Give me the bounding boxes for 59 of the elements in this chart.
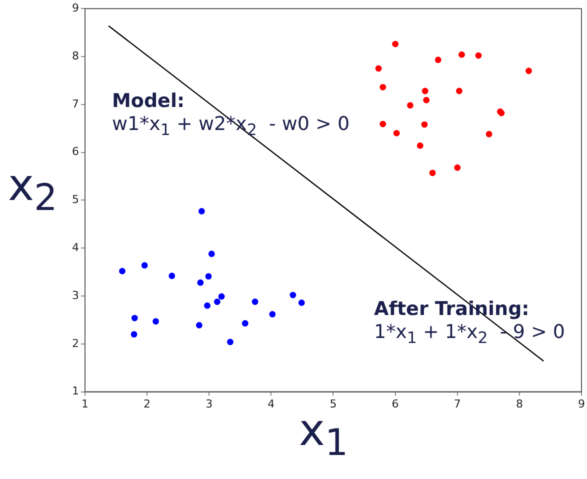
point [141,262,148,269]
point [393,130,400,136]
y-tick-label: 4 [72,240,79,254]
point [227,338,234,346]
point [208,250,215,258]
point [375,65,382,72]
point [416,142,424,149]
annotation: 1*x$_{1}$ + 1*x$_{2}$ - 9 > 0 [374,321,565,347]
y-tick-label: 7 [72,97,79,110]
point [197,279,204,286]
point [407,102,414,109]
y-tick-label: 8 [72,49,79,62]
point [298,300,305,306]
x-tick-label: 2 [144,397,151,410]
point [168,272,176,280]
point [475,52,482,59]
point [242,320,248,327]
point [130,331,138,338]
point [380,120,386,128]
x-tick-label: 1 [82,397,88,410]
y-tick-label: 6 [72,145,79,158]
point [486,130,492,138]
point [456,88,462,94]
y-tick-label: 2 [72,336,79,350]
point [204,302,210,309]
point [423,96,430,104]
x-tick-label: 8 [516,397,523,410]
point [218,293,225,300]
y-tick-label: 1 [72,384,79,398]
point [526,68,532,74]
y-tick-label: 3 [72,288,79,302]
point [422,88,428,94]
point [214,298,220,305]
y-tick-label: 9 [72,1,79,14]
point [454,164,461,171]
point [119,268,126,274]
x-tick-label: 7 [454,397,461,410]
point [392,40,399,48]
point [205,273,212,280]
point [421,121,428,128]
annotation: Model: [112,90,185,112]
point [131,314,138,322]
x-tick-label: 4 [268,397,275,410]
point [290,292,296,298]
x-tick-label: 9 [578,397,585,410]
point [429,170,436,176]
point [269,311,276,318]
y-tick-label: 5 [72,193,79,206]
y-axis-title: x$_{2}$ [8,160,58,219]
point [196,322,202,328]
x-tick-label: 6 [392,397,399,410]
point [152,318,159,325]
point [434,56,442,64]
point [380,84,386,90]
x-tick-label: 3 [206,397,213,410]
x-tick-label: 5 [330,397,337,410]
point [198,208,205,214]
point [458,51,465,58]
point [252,298,258,305]
